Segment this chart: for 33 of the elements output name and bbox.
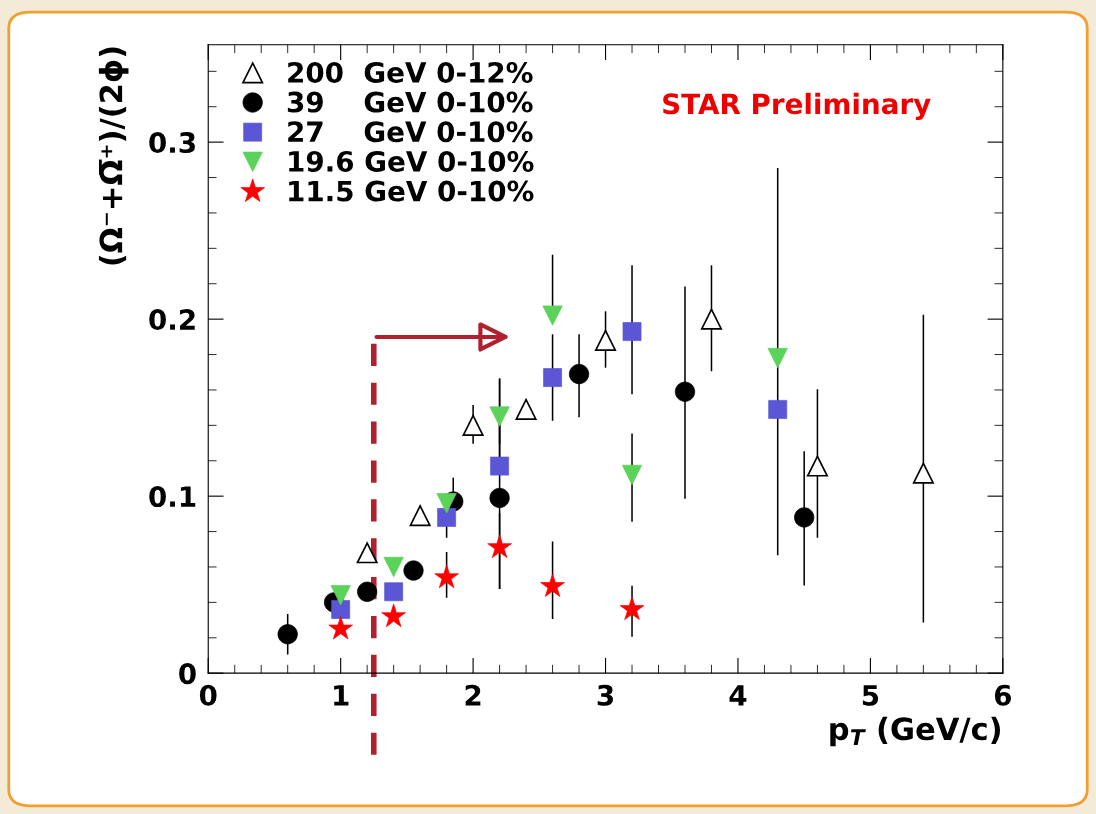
point [462, 414, 484, 436]
y-tick-label: 0 [179, 663, 196, 685]
point [768, 400, 788, 419]
legend-label: 19.6 GeV 0-10% [289, 150, 534, 172]
point [621, 464, 643, 485]
x-axis-title: p$_{T}$ (GeV/c) [830, 716, 1001, 747]
point [356, 542, 378, 564]
point [357, 581, 378, 602]
point [700, 308, 723, 330]
legend-label: 11.5 GeV 0-10% [289, 180, 534, 202]
point [515, 398, 537, 420]
point [409, 505, 431, 527]
legend-label: 200 GeV 0-12% [288, 61, 533, 83]
x-tick-label: 2 [465, 684, 481, 706]
legend-label: 27 GeV 0-10% [288, 121, 533, 143]
x-tick-label: 3 [597, 684, 613, 706]
y-tick-label: 0.1 [149, 486, 196, 508]
point [594, 329, 617, 351]
y-tick-label: 0.3 [149, 132, 195, 154]
x-tick-label: 1 [334, 685, 349, 706]
y-axis-title: (Ω⁻+Ω̅⁺)/(2ϕ) [98, 47, 129, 265]
y-tick-label: 0.2 [149, 309, 195, 331]
x-tick-label: 4 [729, 685, 747, 706]
x-tick-label: 0 [199, 684, 217, 706]
point [912, 462, 934, 484]
x-tick-label: 5 [862, 685, 879, 706]
point [383, 556, 404, 578]
point [403, 560, 424, 581]
legend-label: 39 GeV 0-10% [287, 91, 533, 113]
x-tick-label: 6 [994, 684, 1012, 706]
point [806, 455, 828, 477]
annotation: STAR Preliminary [663, 92, 931, 120]
point [384, 582, 404, 602]
